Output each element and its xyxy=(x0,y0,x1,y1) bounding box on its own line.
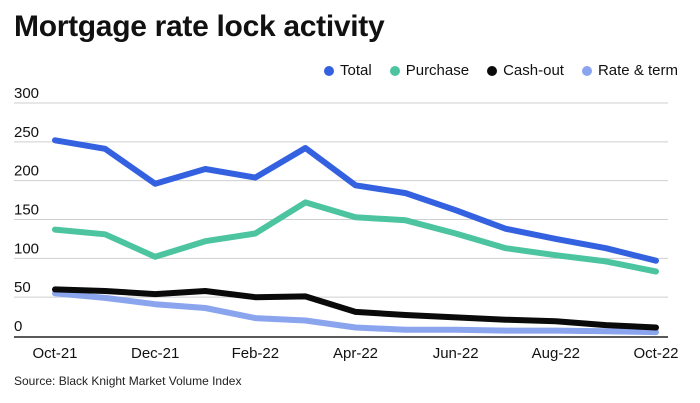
series-line-purchase xyxy=(52,199,659,275)
legend-swatch xyxy=(389,65,400,76)
x-tick-label: Oct-22 xyxy=(633,345,678,362)
y-tick-label: 200 xyxy=(14,163,39,180)
x-tick-label: Dec-21 xyxy=(131,345,179,362)
legend: Total Purchase Cash-out Rate & term xyxy=(324,62,678,79)
series-line-rate-term xyxy=(52,290,659,336)
legend-swatch xyxy=(581,65,592,76)
legend-swatch xyxy=(324,65,335,76)
series-line-cash-out xyxy=(52,286,659,331)
y-tick-label: 300 xyxy=(14,85,39,102)
y-tick-label: 250 xyxy=(14,124,39,141)
y-tick-label: 100 xyxy=(14,240,39,257)
x-tick-label: Oct-21 xyxy=(32,345,77,362)
legend-item-rate-term: Rate & term xyxy=(581,62,678,79)
source-note: Source: Black Knight Market Volume Index xyxy=(14,374,242,388)
legend-item-cash-out: Cash-out xyxy=(487,62,564,79)
y-tick-label: 50 xyxy=(14,279,31,296)
legend-label: Purchase xyxy=(405,62,470,79)
y-tick-label: 0 xyxy=(14,318,22,335)
x-tick-label: Apr-22 xyxy=(333,345,378,362)
legend-swatch xyxy=(487,65,498,76)
x-tick-label: Jun-22 xyxy=(433,345,479,362)
chart-title: Mortgage rate lock activity xyxy=(14,10,385,43)
x-tick-label: Aug-22 xyxy=(532,345,580,362)
x-tick-label: Feb-22 xyxy=(232,345,280,362)
y-tick-label: 150 xyxy=(14,202,39,219)
legend-label: Rate & term xyxy=(597,62,678,79)
legend-item-purchase: Purchase xyxy=(389,62,470,79)
series-line-total xyxy=(52,137,659,264)
legend-item-total: Total xyxy=(324,62,372,79)
legend-label: Cash-out xyxy=(503,62,564,79)
legend-label: Total xyxy=(340,62,372,79)
